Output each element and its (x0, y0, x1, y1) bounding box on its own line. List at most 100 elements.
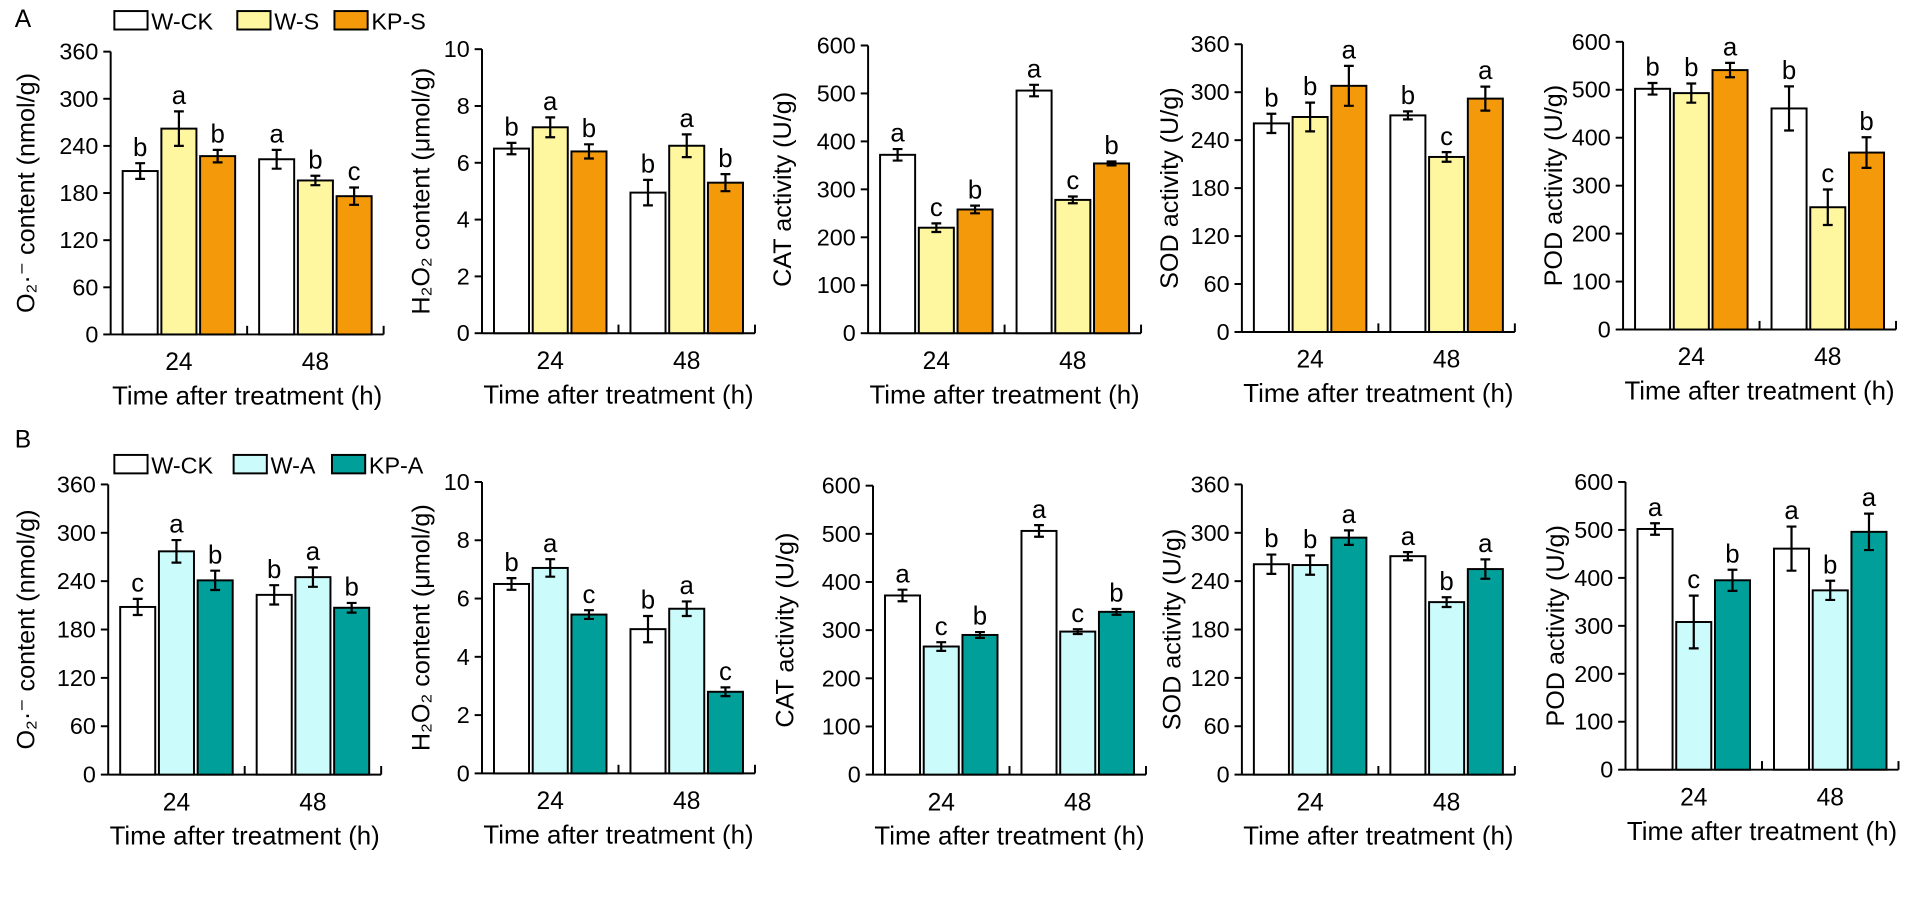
error-bar (1305, 101, 1316, 133)
y-tick-label: 500 (1572, 77, 1611, 103)
significance-letter: a (269, 120, 284, 148)
x-axis-title: Time after treatment (h) (869, 381, 1139, 409)
significance-letter: c (583, 581, 596, 609)
bar-w-a-48 (668, 607, 706, 775)
error-bar (1343, 529, 1354, 546)
y-axis-title: CAT activity (U/g) (769, 92, 797, 287)
y-tick-label: 0 (83, 762, 96, 788)
y-tick-label: 600 (817, 32, 856, 58)
x-category-label: 48 (1814, 344, 1841, 371)
significance-letter: b (1401, 82, 1415, 110)
significance-letter: b (1264, 525, 1278, 553)
significance-letter: a (1784, 497, 1799, 525)
error-bar (1786, 525, 1797, 572)
significance-letter: c (1066, 167, 1079, 195)
x-axis-title: Time after treatment (h) (874, 823, 1144, 851)
x-category-label: 24 (537, 788, 564, 815)
legend-swatch-w-ck (113, 453, 149, 475)
y-tick-label: 8 (457, 93, 470, 119)
significance-letter: b (208, 541, 222, 569)
y-axis-title: POD activity (U/g) (1542, 525, 1570, 727)
x-category-label: 48 (1059, 348, 1086, 375)
bar-w-ck-48 (258, 158, 296, 336)
error-bar (1305, 554, 1316, 576)
significance-letter: b (267, 556, 281, 584)
bar-w-ck-48 (629, 191, 667, 335)
y-tick-label: 0 (1217, 762, 1230, 788)
error-bar (681, 133, 692, 159)
bar-w-s-24 (1672, 92, 1710, 331)
x-category-label: 48 (299, 789, 326, 816)
y-tick-label: 360 (57, 471, 96, 497)
y-tick-label: 300 (1191, 79, 1230, 105)
y-tick-label: 0 (85, 321, 98, 347)
significance-letter: b (504, 549, 518, 577)
error-bar (1825, 579, 1836, 602)
x-category-label: 24 (923, 348, 950, 375)
y-tick-label: 600 (1572, 29, 1611, 55)
y-tick-label: 6 (457, 586, 470, 612)
significance-letter: b (1303, 526, 1317, 554)
bar-w-ck-24 (1252, 122, 1290, 333)
x-category-label: 48 (302, 349, 329, 376)
y-tick-label: 0 (843, 320, 856, 346)
bar-w-a-48 (294, 576, 332, 776)
y-axis-title: H₂O₂ content (μmol/g) (407, 504, 435, 751)
y-tick-label: 300 (1191, 520, 1230, 546)
x-axis-title: Time after treatment (h) (483, 381, 753, 409)
legend-a: W-CK W-S KP-S (113, 9, 426, 35)
significance-letter: b (504, 114, 518, 142)
y-tick-label: 200 (817, 224, 856, 250)
bar-kp-a-48 (706, 690, 744, 775)
y-tick-label: 60 (1204, 713, 1230, 739)
bar-w-s-24 (917, 226, 955, 335)
bar-kp-s-48 (1848, 151, 1886, 331)
y-tick-label: 200 (1572, 221, 1611, 247)
legend-label-w-s: W-S (274, 9, 319, 35)
significance-letter: b (1264, 84, 1278, 112)
significance-letter: c (1687, 566, 1700, 594)
significance-letter: b (133, 134, 147, 162)
bar-kp-a-24 (1713, 579, 1752, 771)
x-axis-title: Time after treatment (h) (483, 821, 753, 849)
error-bar (1072, 628, 1083, 636)
significance-letter: a (680, 105, 695, 133)
bar-w-ck-48 (1389, 555, 1427, 776)
error-bar (132, 597, 143, 617)
significance-letter: a (895, 560, 910, 588)
y-tick-label: 8 (457, 527, 470, 553)
significance-letter: b (1725, 540, 1739, 568)
y-tick-label: 200 (1574, 661, 1613, 687)
error-bar (1647, 81, 1658, 96)
significance-letter: a (1648, 494, 1663, 522)
legend-label-w-ck: W-CK (151, 9, 213, 35)
legend-swatch-w-a (232, 453, 268, 475)
y-axis-title: SOD activity (U/g) (1159, 529, 1187, 731)
error-bar (1402, 551, 1413, 562)
y-tick-label: 300 (817, 176, 856, 202)
significance-letter: c (1440, 123, 1453, 151)
x-category-label: 48 (1433, 347, 1460, 374)
error-bar (310, 174, 321, 187)
bar-kp-a-48 (333, 606, 371, 776)
bar-kp-s-48 (1093, 162, 1131, 335)
bar-w-ck-24 (121, 170, 159, 336)
error-bar (506, 577, 517, 591)
y-tick-label: 180 (1191, 617, 1230, 643)
y-tick-label: 300 (59, 86, 98, 112)
error-bar (1864, 512, 1874, 552)
significance-letter: b (968, 176, 982, 204)
y-tick-label: 300 (1572, 173, 1611, 199)
significance-letter: a (1032, 496, 1047, 524)
y-tick-label: 120 (57, 665, 96, 691)
bar-w-ck-24 (879, 153, 917, 335)
y-tick-label: 100 (817, 272, 856, 298)
bar-kp-s-24 (570, 150, 608, 335)
significance-letter: a (543, 88, 558, 116)
y-tick-label: 120 (1191, 665, 1230, 691)
bar-w-a-48 (1811, 589, 1849, 771)
